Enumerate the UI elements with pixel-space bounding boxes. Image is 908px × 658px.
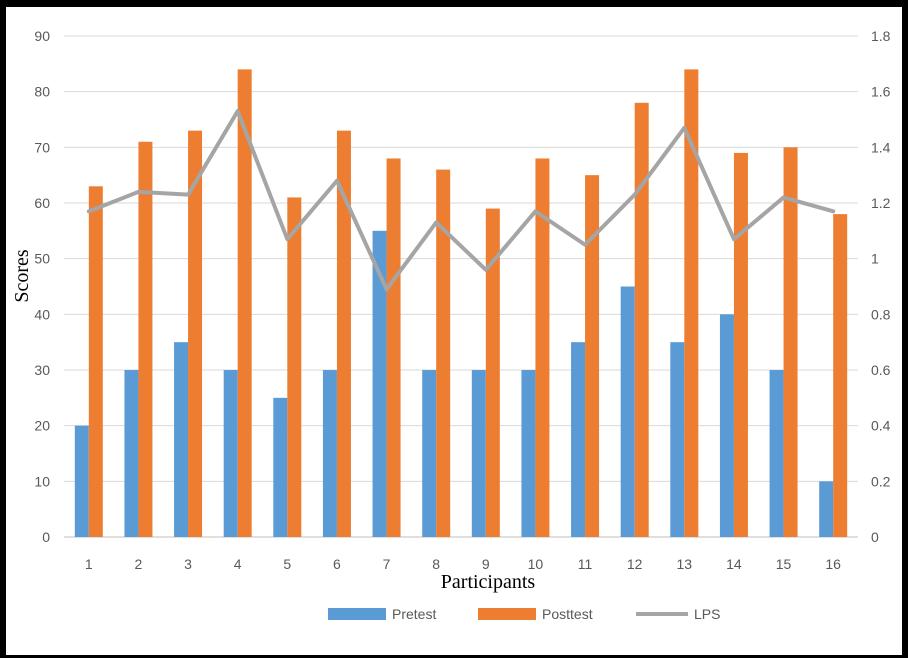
x-tick-label: 5 — [283, 556, 291, 572]
x-tick-label: 8 — [432, 556, 440, 572]
y-tick-label: 30 — [34, 362, 50, 378]
x-tick-label: 13 — [677, 556, 693, 572]
y-axis-title: Scores — [11, 249, 33, 303]
y2-tick-label: 1.4 — [871, 139, 891, 155]
pretest-bar — [670, 342, 685, 537]
x-axis-ticks: 1 2 3 4 5 6 7 8 9 10 11 12 13 14 15 16 — [85, 556, 841, 572]
y-tick-label: 20 — [34, 418, 50, 434]
x-tick-label: 15 — [776, 556, 792, 572]
pretest-bar — [273, 397, 288, 537]
pretest-bar — [471, 370, 486, 537]
x-tick-label: 9 — [482, 556, 490, 572]
posttest-bar — [188, 130, 203, 537]
x-tick-label: 4 — [234, 556, 242, 572]
posttest-bar — [733, 152, 748, 537]
y-tick-label: 70 — [34, 139, 50, 155]
pretest-bar — [819, 481, 834, 537]
posttest-bar — [436, 169, 451, 537]
y2-tick-label: 1 — [871, 251, 879, 267]
posttest-bar — [386, 158, 401, 537]
posttest-bar — [833, 214, 848, 537]
legend-label: Posttest — [542, 606, 593, 622]
right-axis-ticks: 0 0.2 0.4 0.6 0.8 1 1.2 1.4 1.6 1.8 — [871, 28, 891, 545]
y2-tick-label: 0.6 — [871, 362, 891, 378]
y-tick-label: 90 — [34, 28, 50, 44]
pretest-bar — [174, 342, 189, 537]
x-tick-label: 3 — [184, 556, 192, 572]
pretest-bar — [223, 370, 238, 537]
pretest-bar — [769, 370, 784, 537]
posttest-bar — [237, 69, 252, 538]
pretest-bar — [719, 314, 734, 537]
x-axis-title: Participants — [441, 571, 536, 593]
y2-tick-label: 1.6 — [871, 84, 891, 100]
y-tick-label: 10 — [34, 473, 50, 489]
x-tick-label: 7 — [383, 556, 391, 572]
posttest-bar — [585, 175, 600, 537]
posttest-legend-swatch — [478, 608, 536, 620]
y2-tick-label: 1.2 — [871, 195, 891, 211]
y2-tick-label: 0.8 — [871, 306, 891, 322]
legend-label: Pretest — [392, 606, 436, 622]
x-tick-label: 12 — [627, 556, 643, 572]
pretest-bar — [124, 370, 139, 537]
y2-tick-label: 0 — [871, 529, 879, 545]
x-tick-label: 1 — [85, 556, 93, 572]
y-tick-label: 0 — [42, 529, 50, 545]
y-tick-label: 50 — [34, 251, 50, 267]
posttest-bar — [485, 208, 500, 538]
x-tick-label: 2 — [135, 556, 143, 572]
pretest-bar — [521, 370, 536, 537]
pretest-bar — [422, 370, 437, 537]
left-axis-ticks: 0 10 20 30 40 50 60 70 80 90 — [34, 28, 50, 545]
posttest-bar — [336, 130, 351, 537]
x-tick-label: 11 — [578, 556, 593, 572]
posttest-bar — [684, 69, 699, 538]
lps-line-layer — [86, 109, 836, 292]
pretest-bar — [372, 230, 387, 538]
y-tick-label: 80 — [34, 84, 50, 100]
y2-tick-label: 0.4 — [871, 418, 891, 434]
posttest-bar — [634, 102, 649, 538]
y2-tick-label: 0.2 — [871, 473, 891, 489]
posttest-bar — [287, 197, 302, 537]
pretest-bar — [571, 342, 586, 537]
y2-tick-label: 1.8 — [871, 28, 891, 44]
y-tick-label: 60 — [34, 195, 50, 211]
pretest-bar — [620, 286, 635, 537]
posttest-bar — [138, 141, 153, 537]
lps-line — [86, 109, 836, 292]
pretest-bar — [74, 425, 89, 537]
posttest-bar — [535, 158, 550, 537]
x-tick-label: 16 — [825, 556, 841, 572]
x-tick-label: 6 — [333, 556, 341, 572]
y-tick-label: 40 — [34, 306, 50, 322]
pretest-bar — [322, 370, 337, 537]
x-tick-label: 10 — [528, 556, 544, 572]
x-tick-label: 14 — [726, 556, 742, 572]
bars — [74, 69, 848, 538]
posttest-bar — [783, 147, 798, 538]
posttest-bar — [88, 186, 103, 538]
legend-label: LPS — [694, 606, 720, 622]
legend: Pretest Posttest LPS — [328, 606, 720, 622]
pretest-legend-swatch — [328, 608, 386, 620]
